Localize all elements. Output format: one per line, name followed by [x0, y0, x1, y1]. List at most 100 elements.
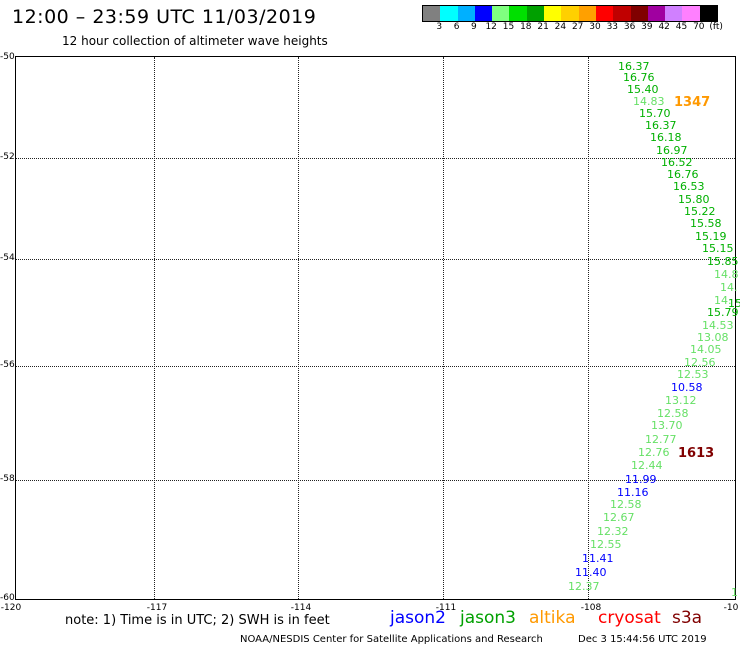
legend-label: 45: [675, 22, 688, 32]
legend-swatch: [578, 6, 596, 21]
gridline-lon: [588, 57, 589, 599]
pass-id-label: 1347: [674, 95, 711, 110]
page-title: 12:00 – 23:59 UTC 11/03/2019: [12, 6, 317, 28]
wave-height-value: 15.22: [684, 205, 716, 218]
wave-height-value: 14.05: [690, 343, 722, 356]
satellite-jason2: jason2: [390, 608, 446, 628]
wave-height-value: 11.41: [582, 552, 614, 565]
wave-height-value: 12.58: [657, 407, 689, 420]
gridline-lat: [16, 158, 735, 159]
legend-swatch: [561, 6, 579, 21]
credit-line: NOAA/NESDIS Center for Satellite Applica…: [240, 634, 543, 645]
wave-height-value: 15.15: [702, 242, 734, 255]
units-note: note: 1) Time is in UTC; 2) SWH is in fe…: [65, 613, 330, 628]
legend-label: 12: [485, 22, 497, 32]
lon-label: -117: [146, 603, 168, 613]
wave-height-value: 12.44: [631, 459, 663, 472]
legend-label: 36: [623, 22, 636, 32]
legend-label: 21: [537, 22, 549, 32]
wave-height-value: 16.53: [673, 180, 705, 193]
wave-height-value: 16.18: [650, 131, 682, 144]
legend-label: 15: [502, 22, 515, 32]
wave-height-value: 16.97: [656, 144, 688, 157]
satellite-jason3: jason3: [460, 608, 516, 628]
wave-height-value: 10.58: [671, 381, 703, 394]
legend-label: 6: [453, 22, 460, 32]
gridline-lat: [16, 480, 735, 481]
gridline-lon: [443, 57, 444, 599]
wave-height-value: 11.99: [625, 473, 657, 486]
lat-label: -58: [0, 474, 15, 484]
legend-swatch: [665, 6, 683, 21]
map-plot-area[interactable]: [15, 56, 736, 600]
legend-swatch: [682, 6, 700, 21]
wave-height-value: 15.85: [707, 255, 739, 268]
wave-height-value: 12.77: [645, 433, 677, 446]
legend-label: 70: [693, 22, 705, 32]
wave-height-value: 14.: [714, 294, 732, 307]
wave-height-value: 14.53: [702, 319, 734, 332]
legend-swatch: [647, 6, 666, 21]
lat-label: -50: [0, 52, 15, 62]
wave-height-value: 15: [728, 297, 740, 310]
wave-height-value: 12.67: [603, 511, 635, 524]
wave-height-value: 11.40: [575, 566, 607, 579]
wave-height-value: 13.08: [697, 331, 729, 344]
gridline-lon: [298, 57, 299, 599]
wave-height-value: 12.76: [638, 446, 670, 459]
legend-label: 9: [471, 22, 477, 32]
wave-height-value: 14.: [720, 281, 738, 294]
gridline-lat: [16, 259, 735, 260]
legend-swatch: [544, 6, 562, 21]
legend-swatch: [440, 6, 458, 21]
satellite-altika: altika: [529, 608, 576, 628]
lat-label: -56: [0, 360, 15, 370]
wave-height-value: 12.32: [597, 525, 629, 538]
lon-label: -10: [723, 603, 739, 613]
legend-swatch: [474, 6, 493, 21]
legend-label: 42: [658, 22, 670, 32]
legend-label: 18: [520, 22, 532, 32]
legend-swatch: [613, 6, 631, 21]
legend-swatch: [630, 6, 648, 21]
legend-swatch: [423, 6, 441, 21]
gridline-lat: [16, 366, 735, 367]
pass-id-label: 1613: [678, 446, 715, 461]
wave-height-value: 15.80: [678, 193, 710, 206]
wave-height-value: 14.83: [633, 95, 665, 108]
legend-swatch: [492, 6, 510, 21]
wave-height-value: 16.37: [645, 119, 677, 132]
lon-label: -111: [435, 603, 457, 613]
color-scale-legend: [422, 5, 719, 22]
lon-label: -108: [580, 603, 602, 613]
legend-swatch: [595, 6, 614, 21]
wave-height-value: 12.56: [684, 356, 716, 369]
generated-timestamp: Dec 3 15:44:56 UTC 2019: [578, 634, 707, 645]
wave-height-value: 15.79: [707, 306, 739, 319]
lat-label: -52: [0, 152, 15, 162]
wave-height-value: 15.40: [627, 83, 659, 96]
legend-swatch: [509, 6, 527, 21]
legend-swatch: [457, 6, 475, 21]
wave-height-value: 16.76: [623, 71, 655, 84]
wave-height-value: 12.58: [610, 498, 642, 511]
page-subtitle: 12 hour collection of altimeter wave hei…: [62, 34, 328, 48]
wave-height-value: 11.16: [617, 486, 649, 499]
wave-height-value: 13.12: [665, 394, 697, 407]
wave-height-value: 15.19: [695, 230, 727, 243]
satellite-s3a: s3a: [672, 608, 703, 628]
wave-height-value: 15.58: [690, 217, 722, 230]
legend-label: 3: [436, 22, 443, 32]
wave-height-value: 16.76: [667, 168, 699, 181]
legend-swatch: [699, 6, 718, 21]
legend-label: 24: [554, 22, 567, 32]
legend-label: 33: [606, 22, 619, 32]
wave-height-value: 16.52: [661, 156, 693, 169]
legend-label: 27: [571, 22, 584, 32]
legend-swatch: [526, 6, 545, 21]
wave-height-value: 15.70: [639, 107, 671, 120]
legend-label: 30: [589, 22, 601, 32]
legend-label: (ft): [709, 22, 723, 32]
wave-height-value: 13.70: [651, 419, 683, 432]
wave-height-value: 16.37: [618, 60, 650, 73]
